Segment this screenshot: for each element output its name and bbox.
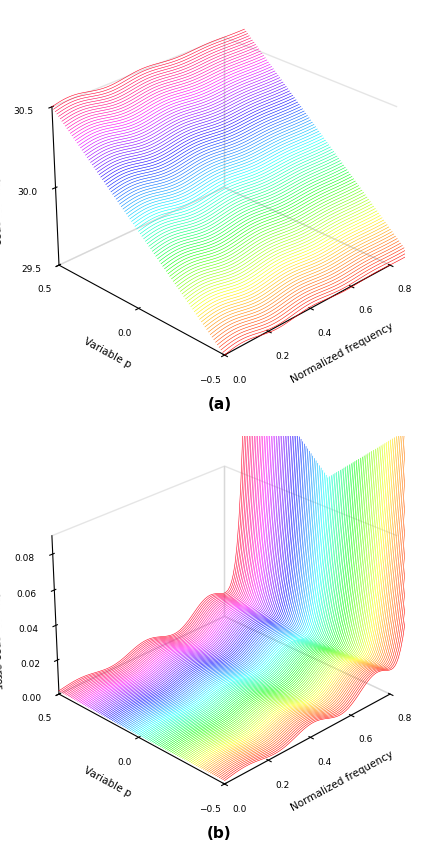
Text: (b): (b) — [207, 826, 231, 841]
Text: (a): (a) — [207, 397, 231, 412]
Y-axis label: Variable p: Variable p — [81, 336, 132, 370]
X-axis label: Normalized frequency: Normalized frequency — [288, 749, 394, 814]
Y-axis label: Variable p: Variable p — [81, 765, 132, 798]
X-axis label: Normalized frequency: Normalized frequency — [288, 321, 394, 385]
